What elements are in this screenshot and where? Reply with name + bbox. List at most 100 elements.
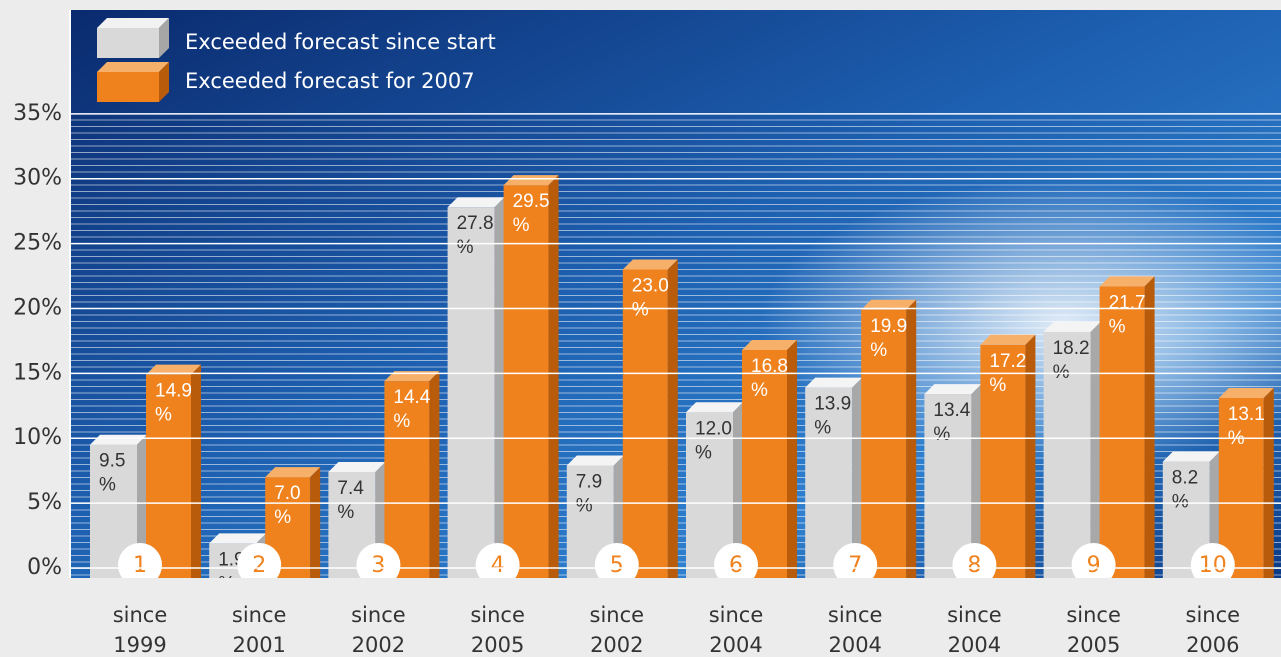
legend-swatch-side <box>159 18 169 58</box>
bar-front <box>146 374 191 578</box>
x-tick-label: since 2004 <box>828 603 883 657</box>
bar-side <box>191 364 201 578</box>
rank-circle <box>714 543 758 578</box>
bar-side <box>137 434 147 578</box>
bar-side <box>1025 334 1036 578</box>
value-label: 14.9% <box>155 381 192 426</box>
bar-top <box>1162 451 1220 462</box>
bar-side <box>310 467 321 578</box>
rank-circle <box>1071 543 1116 578</box>
bar-side <box>787 339 797 578</box>
rank-circle <box>356 543 401 578</box>
legend-swatch <box>97 28 159 58</box>
bar-front <box>503 185 549 578</box>
bar-side <box>494 197 505 578</box>
value-label: 14.4% <box>393 387 430 432</box>
value-label: 23.0% <box>632 276 669 321</box>
x-tick-label: since 2001 <box>232 603 287 657</box>
bar-top <box>742 339 797 350</box>
bar-top <box>980 334 1036 345</box>
value-label: 17.2% <box>989 351 1026 396</box>
y-tick-label: 0% <box>27 555 62 580</box>
x-tick-label: since 2005 <box>470 603 525 657</box>
rank-circle <box>833 543 878 578</box>
rank-label: 9 <box>1087 553 1101 578</box>
bar-top <box>622 259 678 270</box>
bar-top <box>503 175 559 186</box>
bar-top <box>90 434 147 445</box>
value-label: 16.8% <box>751 356 788 401</box>
bar-side <box>667 259 678 578</box>
bar-top <box>146 364 201 375</box>
legend-label: Exceeded forecast since start <box>185 30 496 54</box>
x-tick-label: since 2002 <box>351 603 406 657</box>
y-tick-label: 20% <box>13 295 62 320</box>
bar <box>742 339 797 578</box>
x-tick-label: since 2004 <box>709 603 764 657</box>
bar <box>146 364 201 578</box>
value-label: 18.2% <box>1053 338 1090 383</box>
rank-circle <box>237 543 282 578</box>
value-label: 29.5% <box>513 191 550 236</box>
y-tick-label: 15% <box>13 360 62 385</box>
bar <box>384 371 440 578</box>
bar-side <box>1263 388 1274 578</box>
value-label: 7.9% <box>576 471 602 516</box>
bar <box>1043 321 1101 578</box>
legend-swatch-top <box>97 18 169 28</box>
rank-circle <box>475 543 520 578</box>
x-tick-label: since 2006 <box>1186 603 1241 657</box>
bar-top <box>861 299 917 310</box>
rank-label: 7 <box>848 553 862 578</box>
bar-side <box>971 384 982 578</box>
bar-front <box>384 381 430 578</box>
bar-side <box>429 371 440 578</box>
rank-label: 6 <box>729 553 743 578</box>
value-label: 12.0% <box>695 418 732 463</box>
bar-top <box>1043 321 1101 332</box>
bar <box>447 197 505 578</box>
bar-side <box>852 377 863 578</box>
legend-swatch-side <box>159 62 169 102</box>
rank-label: 5 <box>610 553 624 578</box>
bars: 9.5 %14.9 %1 1.9 %7.0 %27.4 %14.4 %327.8 %29.5 %4… <box>90 175 1274 578</box>
bar-side <box>548 175 559 578</box>
rank-label: 1 <box>133 553 147 578</box>
rank-label: 2 <box>252 553 266 578</box>
bar-front <box>622 269 668 578</box>
bar-front <box>742 349 787 578</box>
bar-top <box>686 402 743 413</box>
rank-label: 3 <box>371 553 385 578</box>
bar <box>686 402 743 578</box>
bar-front <box>980 344 1026 578</box>
y-tick-label: 25% <box>13 231 62 256</box>
bar-top <box>328 461 386 472</box>
rank-label: 10 <box>1199 553 1227 578</box>
bar-side <box>1090 321 1101 578</box>
bar-side <box>733 402 743 578</box>
bar-top <box>924 384 982 395</box>
y-tick-label: 10% <box>13 425 62 450</box>
value-label: 7.4% <box>337 478 364 523</box>
rank-circle <box>952 543 997 578</box>
value-label: 27.8% <box>457 213 494 258</box>
x-tick-label: since 2002 <box>590 603 645 657</box>
bar-side <box>906 299 917 578</box>
bar-top <box>805 377 863 388</box>
rank-label: 4 <box>491 553 505 578</box>
rank-circle <box>118 543 162 578</box>
rank-label: 8 <box>967 553 981 578</box>
bar-top <box>265 467 321 478</box>
value-label: 8.2% <box>1172 468 1198 513</box>
bar-front <box>447 207 495 578</box>
rank-circle <box>1190 543 1235 578</box>
bar <box>622 259 678 578</box>
x-tick-label: since 2004 <box>947 603 1002 657</box>
legend-label: Exceeded forecast for 2007 <box>185 69 475 93</box>
bar-top <box>209 533 267 544</box>
bar <box>265 467 321 578</box>
bar-side <box>1144 276 1155 578</box>
bar-top <box>566 455 624 466</box>
legend-swatch <box>97 72 159 102</box>
